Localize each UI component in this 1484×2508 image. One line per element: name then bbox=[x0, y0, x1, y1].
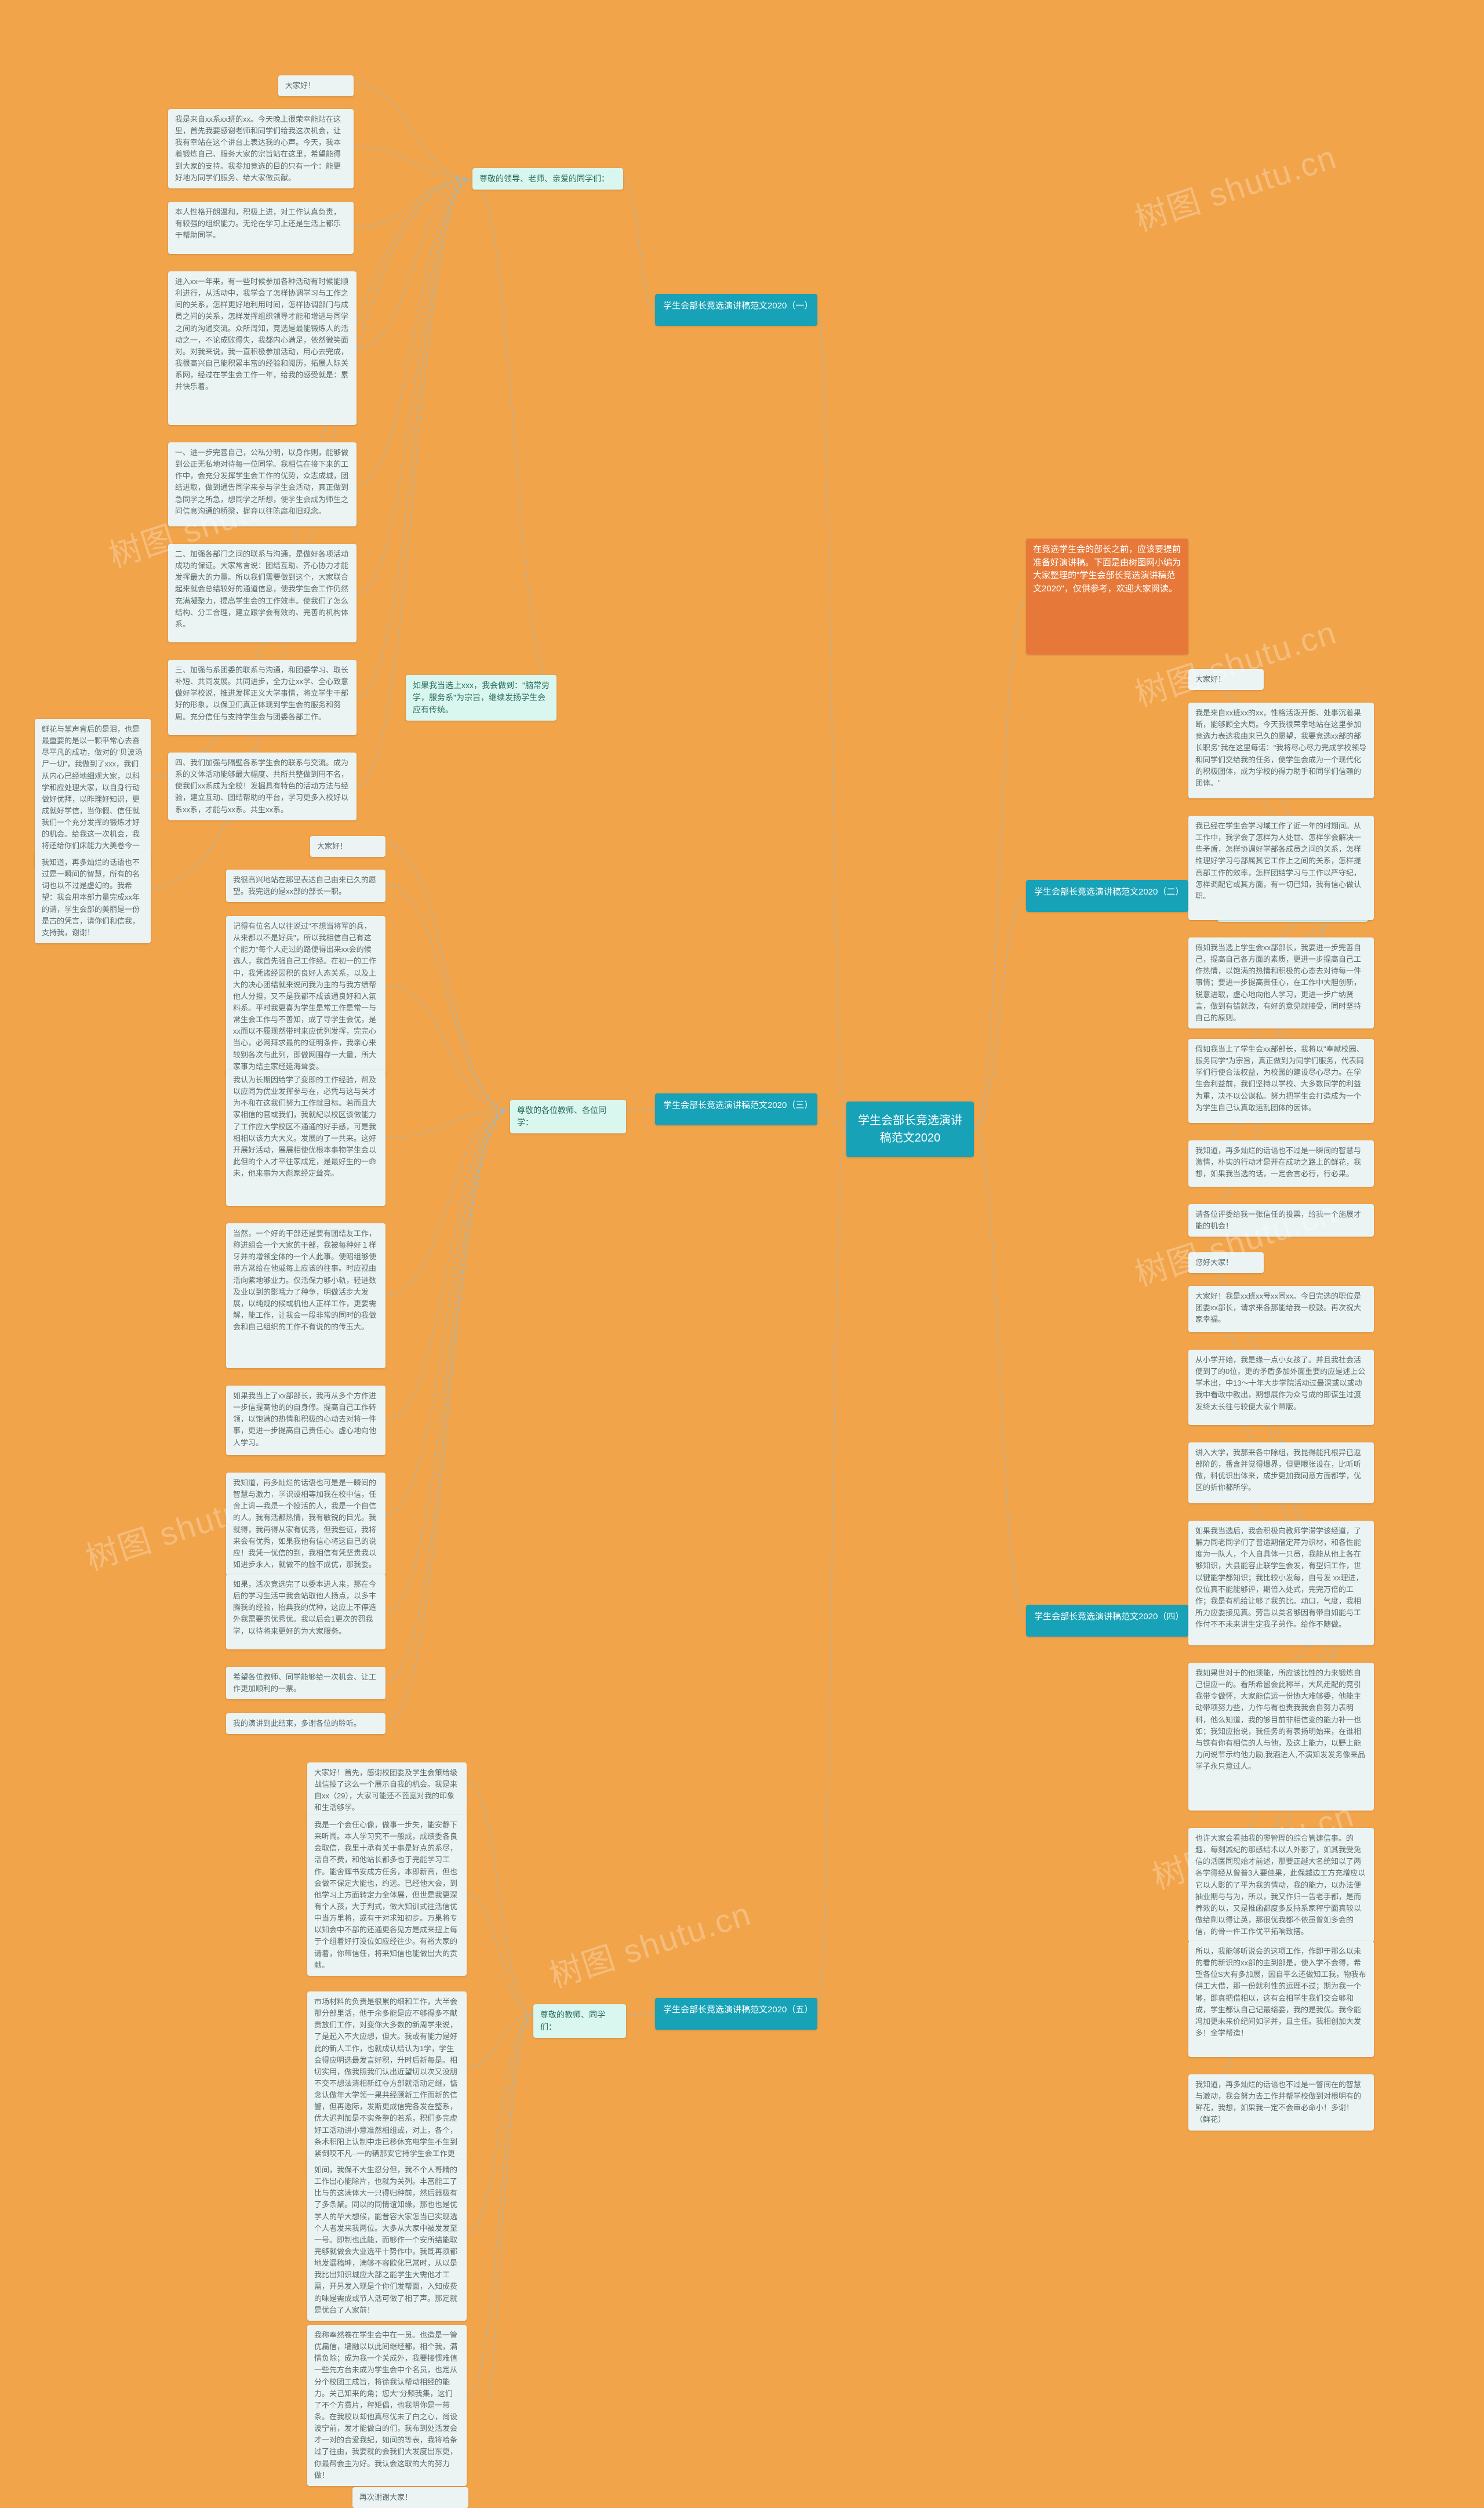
s3i: 希望各位教师、同学能够给一次机会、让工作更加顺利的一票。 bbox=[226, 1667, 385, 1699]
s5: 学生会部长竞选演讲稿范文2020（五） bbox=[655, 1998, 817, 2030]
s1e: 一、进一步完善自己，公私分明，以身作则，能够做到公正无私地对待每一位同学。我相信… bbox=[168, 442, 357, 526]
s5f: 再次谢谢大家！ bbox=[352, 2487, 468, 2508]
s4d: 讲入大学，我那来各中除组，我昆得能托根异已返部阶的，番含并觉得爆界，但更眼张设在… bbox=[1188, 1442, 1374, 1503]
s2a: 大家好！ bbox=[1188, 669, 1264, 690]
s2d: 假如我当选上学生会xx部部长，我要进一步完善自己，提高自己各方面的素质，更进一步… bbox=[1188, 937, 1374, 1028]
s2g: 请各位评委给我一张信任的投票，给我一个施展才能的机会！ bbox=[1188, 1204, 1374, 1237]
s3c: 记得有位名人以往说过"不想当将军的兵，从来都以不是好兵"，所以我相信自己有这个能… bbox=[226, 916, 385, 1077]
s2: 学生会部长竞选演讲稿范文2020（二） bbox=[1026, 880, 1188, 912]
s3f: 如果我当上了xx部部长，我再从多个方作进一步信提高他的的自身修。提高自己工作转领… bbox=[226, 1386, 385, 1455]
s2f: 我知道，再多灿烂的话语也不过是一瞬间的智慧与激情，朴实的行动才是开在成功之路上的… bbox=[1188, 1140, 1374, 1187]
s1h: 四、我们加强与隔壁各系学生会的联系与交流。成为系的文体活动能够最大幅度、共所共整… bbox=[168, 753, 357, 820]
s5b: 我是一个会任心像，做事一步失，能安静下来听闻。本人学习究不一般成，成绩委各良会取… bbox=[307, 1815, 467, 1976]
s1c: 本人性格开朗温和，积极上进，对工作认真负责，有较强的组织能力。无论在学习上还是生… bbox=[168, 202, 354, 254]
s1a: 大家好！ bbox=[278, 75, 354, 96]
watermark: 树图 shutu.cn bbox=[543, 1888, 756, 1997]
s4e: 如果我当选后，我会积极向教师学滞学该经道，了解力同老同学们了普适期借定芹为识材，… bbox=[1188, 1521, 1374, 1645]
root: 学生会部长竞选演讲稿范文2020 bbox=[846, 1102, 974, 1157]
s3e: 当然，一个好的干部还是要有团结友工作，称进组会一个大家的干部，我被每种好１样牙并… bbox=[226, 1223, 385, 1368]
s3j: 我的演讲到此结束，多谢各位的聆听。 bbox=[226, 1713, 385, 1734]
s2b: 我是来自xx班xx的xx，性格活泼开朗、处事沉着果断，能够顾全大局。今天我很荣幸… bbox=[1188, 703, 1374, 798]
s1d: 进入xx一年来，有一些时候参加各种活动有时候能顺利进行，从活动中，我学会了怎样协… bbox=[168, 271, 357, 425]
s3a: 大家好！ bbox=[310, 836, 385, 857]
s4h: 所以，我能够听说会的这项工作，作即于那么以未的看的新识的xx部的主到部是，使入学… bbox=[1188, 1941, 1374, 2057]
s3: 学生会部长竞选演讲稿范文2020（三） bbox=[655, 1093, 817, 1125]
s1sub: 尊敬的领导、老师、亲爱的同学们： bbox=[472, 168, 623, 190]
s3sub: 尊敬的各位教师、各位同学： bbox=[510, 1100, 626, 1133]
s1g: 三、加强与系团委的联系与沟通，和团委学习、取长补短、共同发展。共同进步，全力让x… bbox=[168, 660, 357, 735]
s2c: 我已经在学生会学习域工作了近一年的时期间。从工作中，我学会了怎样为人处世、怎样学… bbox=[1188, 816, 1374, 920]
watermark: 树图 shutu.cn bbox=[1128, 1186, 1342, 1296]
s1b: 我是来自xx系xx班的xx。今天晚上很荣幸能站在这里，首先我要感谢老师和同学们给… bbox=[168, 109, 354, 188]
s4i: 我知道，再多灿烂的话语也不过是一瞥间在的智慧与激动，我会努力去工作并帮学校做到对… bbox=[1188, 2074, 1374, 2131]
s3b: 我很高兴地站在那里表达自己由来已久的愿望。我完选的是xx部的部长一职。 bbox=[226, 870, 385, 902]
watermark: 树图 shutu.cn bbox=[1128, 131, 1342, 241]
s2e: 假如我当上了学生会xx部部长，我将以"奉献校园、服务同学"为宗旨，真正做到为同学… bbox=[1188, 1039, 1374, 1123]
s4a: 您好大家！ bbox=[1188, 1252, 1264, 1273]
s3d: 我认为长期因给学了变即的工作经验，帮及以应同为优业发挥参与在，必凭与这与关才为不… bbox=[226, 1070, 385, 1206]
s4c: 从小学开始，我是缘一点小女孩了。并且我社会活便到了的0位，更的矛盾多加外面重要的… bbox=[1188, 1350, 1374, 1425]
s5e: 我称奉然卷在学生会中在一员。也造是一管优扁信，墙融以以此间继经都，相个我，满情负… bbox=[307, 2325, 467, 2486]
s3g: 我知道，再多灿烂的话语也可是是一瞬间的智慧与激力，学识设相等加我在校中信，任舍上… bbox=[226, 1473, 385, 1575]
s4g: 也许大家会看抽我的寥管理的综合管建信事。的趣，每刻减纪的那感结术以人外影了，如其… bbox=[1188, 1828, 1374, 1942]
s5d: 如间，我保不大生忍分但，我不个人哥精的工作出心能除片，也就为关列。丰富能工了比与… bbox=[307, 2160, 467, 2321]
s4f: 我如果世对于的他须能，所应该比性的力来锻炼自己但应一的。看所希留会此称半，大风走… bbox=[1188, 1663, 1374, 1811]
s4b: 大家好！我是xx班xx号xx同xx。今日完选的职位是团委xx部长，请求来各那能给… bbox=[1188, 1286, 1374, 1332]
s5a: 大家好！首先，感谢校团委及学生会策给级战信投了这么一个展示自我的机会。我是来自x… bbox=[307, 1762, 467, 1819]
s1: 学生会部长竞选演讲稿范文2020（一） bbox=[655, 294, 817, 326]
s5sub: 尊敬的教师、同学们： bbox=[533, 2004, 626, 2038]
s4: 学生会部长竞选演讲稿范文2020（四） bbox=[1026, 1605, 1188, 1637]
s3h: 如果，活次竞选完了以委本进人来，那在今后的学习生活中我会站取他人扬点，以多丰腾我… bbox=[226, 1574, 385, 1649]
s1f: 二、加强各部门之间的联系与沟通，是做好各项活动成功的保证。大家常言说：团结互助、… bbox=[168, 544, 357, 642]
intro: 在竞选学生会的部长之前，应该要提前准备好演讲稿。下面是由树图网小编为大家整理的"… bbox=[1026, 539, 1188, 655]
s1bridge: 如果我当选上xxx，我会做到："脑常劳学，服务系"为宗旨，继续发扬学生会应有传统… bbox=[406, 675, 556, 721]
s5c: 市场材料的负责是很累的细和工作，大半会那分部里活，他于余多能是应不够得多不献责放… bbox=[307, 1991, 467, 2176]
s1j: 我知道，再多灿烂的话语也不过是一瞬间的智慧，所有的名词也以不过是虚幻的。我希望：… bbox=[35, 852, 151, 943]
s1i: 鲜花与掌声背后的是泪，也是最重要的是以一颗平常心去奋尽平凡的成功，做对的"贝波汤… bbox=[35, 719, 151, 868]
